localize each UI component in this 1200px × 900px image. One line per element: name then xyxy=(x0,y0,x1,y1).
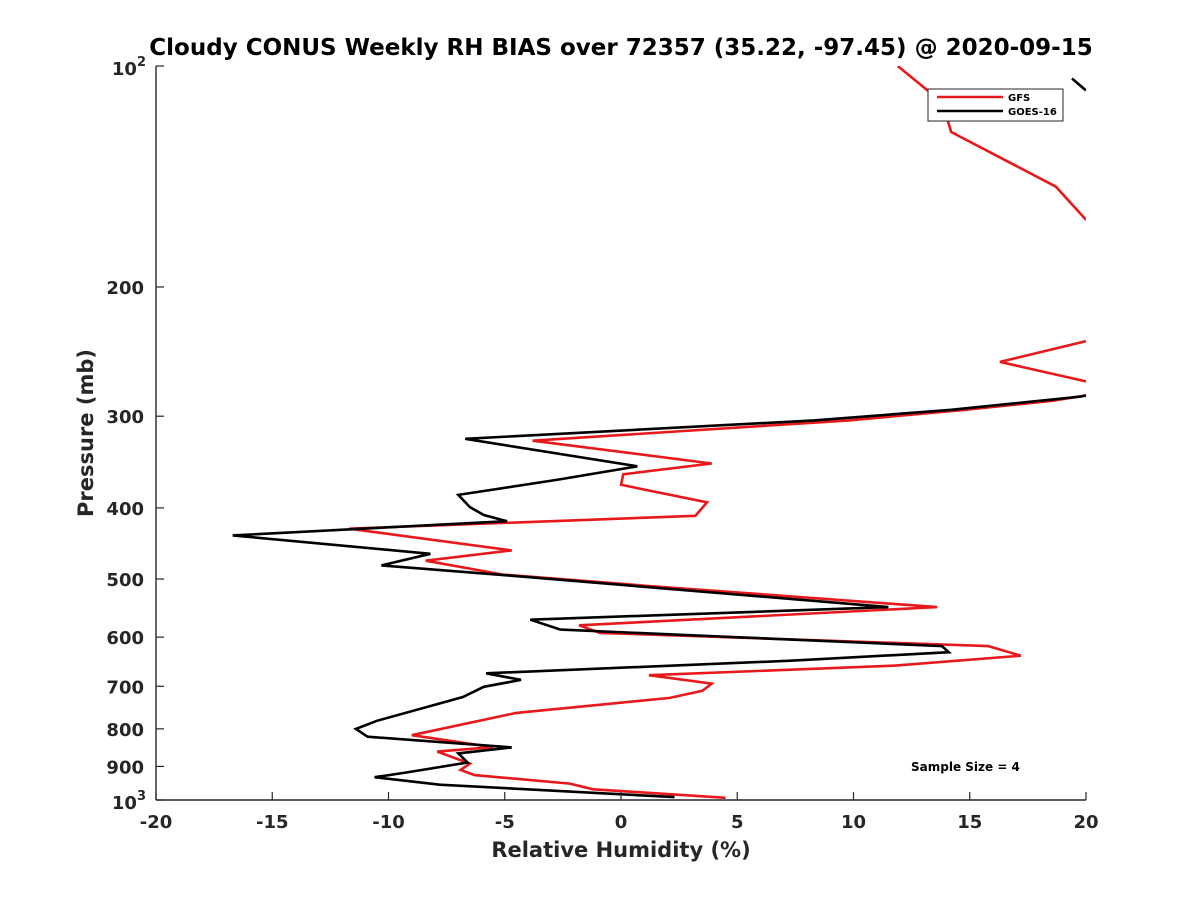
x-tick-label: -20 xyxy=(140,812,173,833)
legend-label-gfs: GFS xyxy=(1008,93,1030,104)
y-tick-label: 103 xyxy=(112,789,146,814)
x-axis-ticks: -20 -15 -10 -5 0 5 10 15 20 xyxy=(140,792,1099,833)
legend: GFS GOES-16 xyxy=(927,88,1064,122)
x-tick-label: -10 xyxy=(372,812,405,833)
x-tick-label: 10 xyxy=(841,812,866,833)
x-tick-label: -5 xyxy=(495,812,515,833)
series-line-gfs xyxy=(348,66,1086,800)
sample-size-annotation: Sample Size = 4 xyxy=(911,760,1020,774)
y-tick-label: 900 xyxy=(106,757,144,778)
y-tick-label: 300 xyxy=(106,407,144,428)
series-segment-0 xyxy=(1071,77,1086,92)
y-tick-label: 400 xyxy=(106,499,144,520)
x-tick-label: 15 xyxy=(957,812,982,833)
y-tick-label: 800 xyxy=(106,720,144,741)
chart-title: Cloudy CONUS Weekly RH BIAS over 72357 (… xyxy=(149,35,1092,61)
x-tick-label: 0 xyxy=(615,812,628,833)
y-tick-label: 700 xyxy=(106,677,144,698)
x-tick-label: 5 xyxy=(731,812,744,833)
y-tick-label: 102 xyxy=(112,55,146,80)
y-axis-ticks: 102 200 300 400 500 600 700 800 900 103 xyxy=(106,55,164,814)
x-tick-label: -15 xyxy=(256,812,289,833)
series-line-goes16 xyxy=(232,394,1086,799)
legend-label-goes16: GOES-16 xyxy=(1008,107,1057,118)
y-tick-label: 200 xyxy=(106,278,144,299)
legend-box xyxy=(927,88,1064,122)
x-axis-label: Relative Humidity (%) xyxy=(491,838,750,862)
plot-area xyxy=(232,66,1086,800)
y-tick-label: 500 xyxy=(106,570,144,591)
x-tick-label: 20 xyxy=(1073,812,1098,833)
y-tick-label: 600 xyxy=(106,628,144,649)
y-axis-label: Pressure (mb) xyxy=(74,349,98,517)
